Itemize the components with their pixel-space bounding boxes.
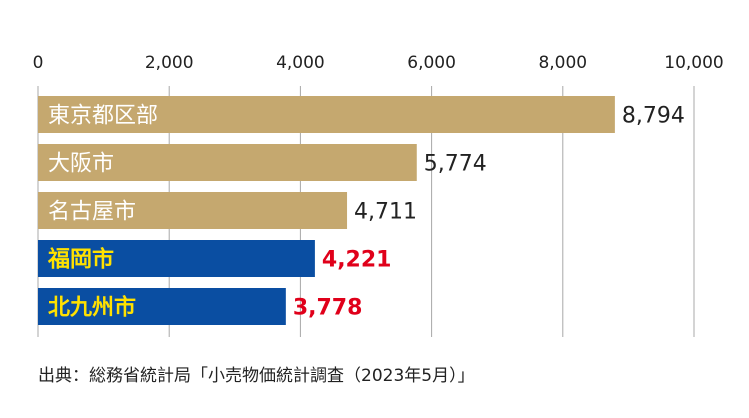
bars — [38, 96, 615, 325]
x-tick-label: 2,000 — [145, 53, 194, 73]
value-label: 8,794 — [622, 104, 685, 129]
x-tick-label: 8,000 — [538, 53, 587, 73]
category-label: 大阪市 — [48, 152, 114, 177]
x-tick-label: 4,000 — [276, 53, 325, 73]
value-label: 4,221 — [322, 248, 392, 273]
bar — [38, 240, 315, 277]
x-axis-ticks: 0 2,000 4,000 6,000 8,000 10,000 — [33, 53, 724, 73]
value-label: 3,778 — [293, 296, 363, 321]
category-label: 北九州市 — [48, 295, 136, 321]
value-label: 5,774 — [424, 152, 487, 177]
x-tick-label: 10,000 — [664, 53, 723, 73]
x-tick-label: 6,000 — [407, 53, 456, 73]
value-label: 4,711 — [354, 200, 417, 225]
bar — [38, 96, 615, 133]
category-label: 東京都区部 — [48, 104, 158, 129]
source-note: 出典：総務省統計局「小売物価統計調査（2023年5月）」 — [38, 366, 475, 386]
labels: 東京都区部 8,794 大阪市 5,774 名古屋市 4,711 福岡市 4,221 北九州市 3… — [47, 104, 685, 321]
category-label: 名古屋市 — [48, 200, 136, 225]
bar — [38, 192, 348, 229]
category-label: 福岡市 — [47, 247, 114, 273]
bar — [38, 288, 286, 325]
bar — [38, 144, 417, 181]
x-tick-label: 0 — [33, 53, 44, 73]
